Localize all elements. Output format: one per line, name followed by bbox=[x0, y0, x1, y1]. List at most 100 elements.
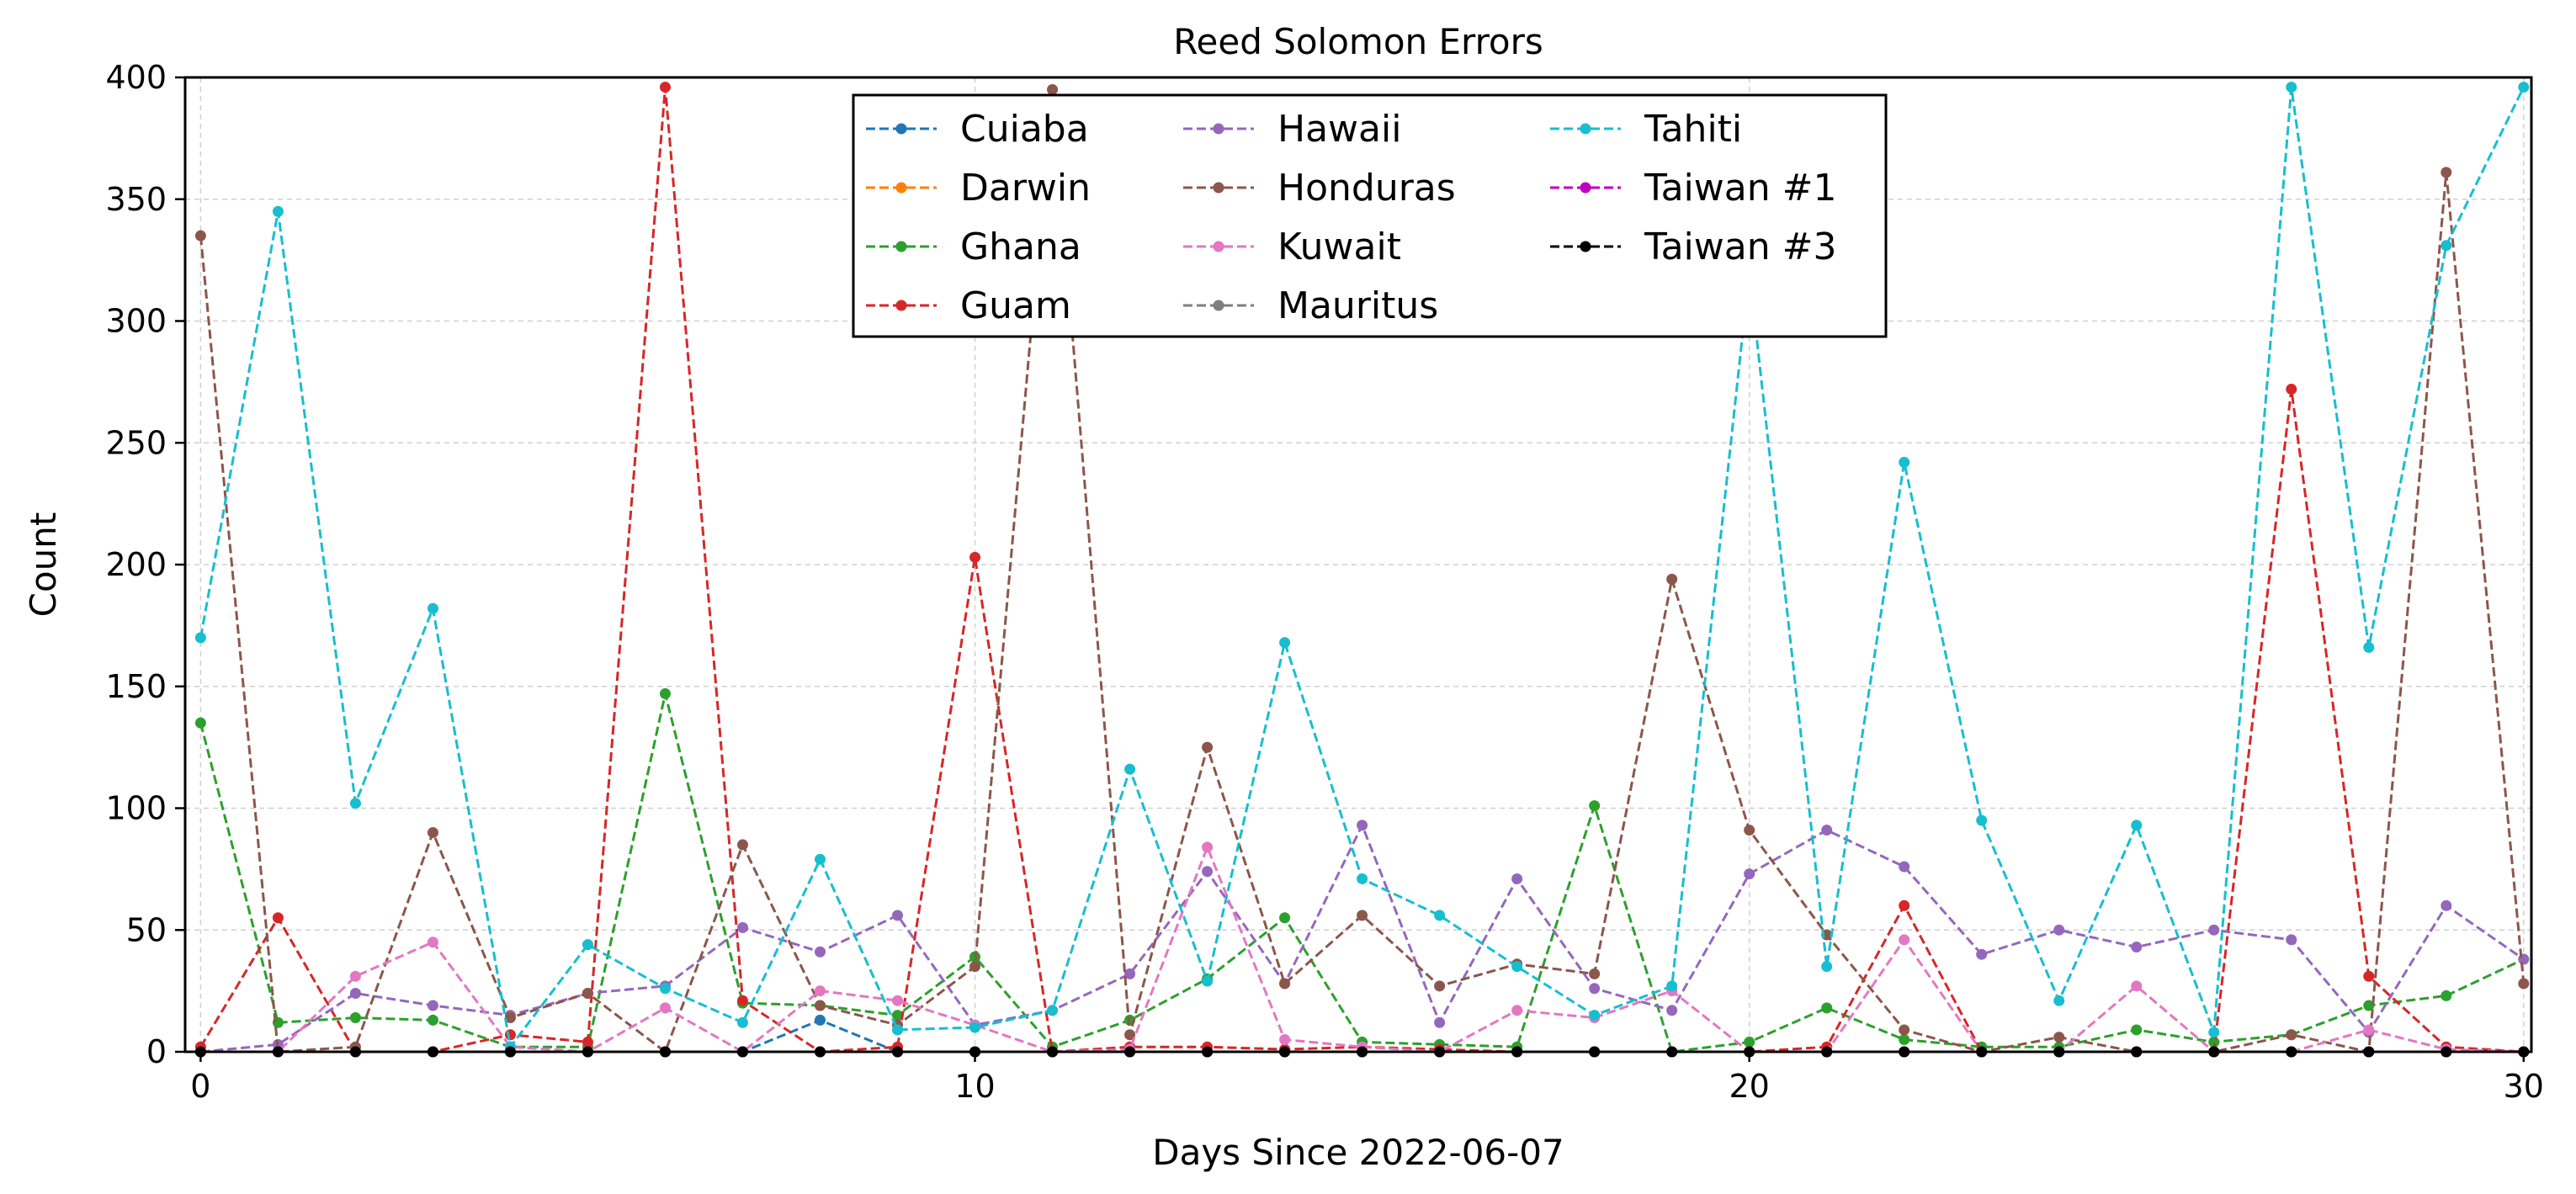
data-point bbox=[1202, 741, 1214, 753]
data-point bbox=[2363, 1000, 2375, 1011]
legend-item: Tahiti bbox=[1550, 108, 1742, 151]
x-tick-label: 10 bbox=[954, 1068, 995, 1105]
data-point bbox=[1821, 961, 1833, 973]
legend-marker bbox=[895, 300, 907, 311]
legend-marker bbox=[1213, 123, 1224, 135]
data-point bbox=[1279, 978, 1291, 990]
data-point bbox=[194, 717, 206, 729]
data-point bbox=[969, 551, 981, 563]
data-point bbox=[194, 230, 206, 241]
data-point bbox=[1511, 961, 1523, 973]
data-point bbox=[1047, 1005, 1059, 1016]
legend-marker bbox=[1213, 241, 1224, 252]
legend-label: Guam bbox=[960, 284, 1071, 327]
legend-item: Ghana bbox=[866, 226, 1081, 268]
data-point bbox=[427, 1014, 438, 1026]
legend-marker bbox=[895, 123, 907, 135]
data-point bbox=[2131, 820, 2143, 831]
data-point bbox=[349, 1011, 361, 1023]
data-point bbox=[1899, 861, 1910, 873]
data-point bbox=[272, 205, 284, 217]
x-axis-label: Days Since 2022-06-07 bbox=[1152, 1132, 1564, 1173]
data-point bbox=[659, 82, 671, 93]
data-point bbox=[1124, 1029, 1136, 1041]
data-point bbox=[1976, 815, 1988, 826]
legend-label: Tahiti bbox=[1644, 108, 1742, 151]
data-point bbox=[892, 1024, 904, 1036]
data-point bbox=[969, 961, 981, 973]
y-tick-label: 0 bbox=[146, 1033, 167, 1070]
legend-marker bbox=[1580, 123, 1591, 135]
data-point bbox=[2518, 82, 2530, 93]
data-point bbox=[2131, 1024, 2143, 1036]
legend-marker bbox=[895, 182, 907, 194]
data-point bbox=[1357, 820, 1368, 831]
legend-label: Mauritus bbox=[1277, 284, 1438, 327]
data-point bbox=[659, 1002, 671, 1014]
legend-item: Kuwait bbox=[1183, 226, 1401, 268]
data-point bbox=[815, 853, 826, 865]
data-point bbox=[582, 1036, 593, 1048]
data-point bbox=[2363, 1024, 2375, 1036]
legend-label: Honduras bbox=[1277, 167, 1456, 210]
data-point bbox=[736, 839, 748, 851]
data-point bbox=[2053, 995, 2065, 1006]
legend-label: Cuiaba bbox=[960, 108, 1089, 151]
data-point bbox=[1589, 968, 1601, 979]
data-point bbox=[1279, 637, 1291, 649]
data-point bbox=[815, 1000, 826, 1011]
data-point bbox=[349, 988, 361, 1000]
legend-marker bbox=[1580, 182, 1591, 194]
legend-item: Hawaii bbox=[1183, 108, 1401, 151]
data-point bbox=[1899, 456, 1910, 468]
data-point bbox=[2441, 240, 2452, 252]
data-point bbox=[1124, 763, 1136, 775]
data-point bbox=[2208, 1027, 2220, 1038]
data-point bbox=[815, 1014, 826, 1026]
data-point bbox=[736, 995, 748, 1006]
data-point bbox=[969, 1022, 981, 1033]
data-point bbox=[2286, 1029, 2297, 1041]
data-point bbox=[1666, 1005, 1678, 1016]
data-point bbox=[194, 632, 206, 644]
legend-marker bbox=[895, 241, 907, 252]
legend-item: Honduras bbox=[1183, 167, 1456, 210]
legend-label: Taiwan #3 bbox=[1644, 226, 1836, 268]
legend-marker bbox=[1213, 182, 1224, 194]
legend-item: Darwin bbox=[866, 167, 1091, 210]
data-point bbox=[1821, 825, 1833, 836]
data-point bbox=[2441, 167, 2452, 178]
y-axis-label: Count bbox=[23, 512, 64, 618]
data-point bbox=[427, 937, 438, 948]
legend-label: Taiwan #1 bbox=[1644, 167, 1836, 210]
data-point bbox=[1744, 1036, 1755, 1048]
data-point bbox=[2441, 990, 2452, 1001]
data-point bbox=[659, 983, 671, 995]
data-point bbox=[2053, 1032, 2065, 1043]
legend-box bbox=[852, 93, 1888, 338]
y-tick-label: 250 bbox=[105, 424, 167, 461]
data-point bbox=[1434, 980, 1446, 992]
data-point bbox=[1202, 866, 1214, 878]
data-point bbox=[1899, 1034, 1910, 1046]
data-point bbox=[582, 988, 593, 1000]
data-point bbox=[736, 1016, 748, 1028]
data-point bbox=[1899, 1024, 1910, 1036]
data-point bbox=[2053, 924, 2065, 936]
data-point bbox=[1434, 1016, 1446, 1028]
data-point bbox=[736, 921, 748, 933]
y-tick-label: 350 bbox=[105, 181, 167, 218]
data-point bbox=[1202, 975, 1214, 987]
series-honduras bbox=[194, 83, 2530, 1058]
data-point bbox=[2441, 899, 2452, 911]
legend-item: Mauritus bbox=[1183, 284, 1438, 327]
legend: Cuiaba Darwin Ghana Guam Hawaii Honduras Kuwai… bbox=[852, 93, 1888, 338]
legend-marker bbox=[1580, 241, 1591, 252]
data-point bbox=[892, 1010, 904, 1022]
data-point bbox=[1357, 910, 1368, 921]
data-point bbox=[1124, 968, 1136, 979]
data-point bbox=[1357, 873, 1368, 884]
data-point bbox=[815, 946, 826, 958]
x-tick-label: 0 bbox=[190, 1068, 210, 1105]
